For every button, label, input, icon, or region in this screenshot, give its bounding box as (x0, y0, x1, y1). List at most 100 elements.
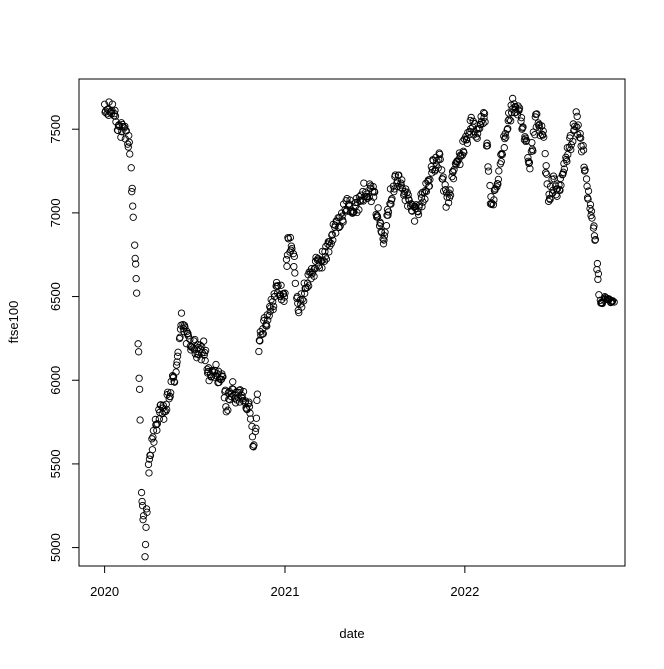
data-points (100, 94, 618, 561)
data-point (456, 160, 464, 169)
data-point (380, 232, 389, 240)
data-point (514, 102, 522, 110)
data-point (277, 281, 285, 289)
data-point (460, 148, 468, 157)
data-point (414, 208, 422, 216)
data-point (384, 208, 393, 216)
data-point (365, 193, 373, 201)
data-point (517, 114, 526, 122)
data-point (269, 302, 278, 311)
data-point (212, 360, 220, 369)
data-point (390, 187, 398, 196)
data-point (300, 297, 308, 305)
data-point (418, 202, 426, 211)
data-point (582, 175, 591, 183)
x-tick-label: 2020 (90, 584, 119, 599)
data-point (145, 469, 153, 477)
data-point (526, 165, 534, 173)
data-point (142, 523, 150, 531)
data-point (129, 213, 137, 221)
data-point (329, 236, 337, 244)
data-point (574, 121, 582, 129)
data-point (249, 442, 257, 450)
x-axis: 2020 2021 2022 (90, 565, 479, 599)
data-point (318, 264, 326, 272)
data-point (128, 184, 136, 193)
data-point (486, 181, 494, 190)
data-point (594, 275, 602, 284)
data-point (384, 211, 392, 219)
data-point (131, 254, 139, 263)
data-point (593, 259, 602, 268)
data-point (124, 143, 132, 151)
data-point (446, 186, 454, 194)
data-point (290, 262, 298, 271)
data-point (303, 283, 311, 292)
data-point (473, 134, 481, 142)
data-point (162, 400, 170, 409)
data-point (200, 351, 208, 359)
data-point (593, 265, 601, 274)
data-point (143, 508, 151, 516)
data-point (533, 110, 541, 118)
data-point (379, 240, 388, 248)
data-point (141, 553, 149, 561)
data-point (307, 264, 316, 273)
data-point (139, 516, 147, 524)
data-point (335, 223, 343, 232)
data-point (145, 455, 154, 463)
data-point (219, 373, 227, 381)
data-point (519, 123, 527, 131)
data-point (150, 438, 158, 446)
data-point (167, 389, 175, 397)
data-point (490, 196, 498, 204)
data-point (540, 133, 548, 141)
data-point (542, 162, 550, 170)
data-point (443, 193, 451, 201)
data-point (131, 241, 139, 249)
data-point (591, 235, 600, 244)
x-axis-title: date (339, 626, 364, 641)
data-point (463, 139, 471, 148)
data-point (173, 358, 181, 366)
data-point (563, 157, 571, 166)
data-point (388, 195, 396, 203)
data-point (253, 396, 261, 405)
data-point (281, 289, 289, 297)
data-point (128, 188, 136, 196)
data-point (111, 112, 120, 120)
data-point (245, 398, 253, 406)
data-point (543, 170, 551, 178)
data-point (132, 260, 140, 268)
data-point (467, 113, 475, 122)
data-point (398, 176, 406, 184)
data-point (201, 356, 209, 365)
data-point (567, 145, 575, 154)
data-point (452, 161, 460, 169)
data-point (484, 167, 493, 175)
data-point (291, 269, 299, 277)
x-tick-label: 2022 (450, 584, 479, 599)
data-point (186, 335, 194, 344)
data-point (505, 115, 513, 123)
data-point (287, 242, 296, 250)
data-point (489, 201, 498, 209)
data-point (581, 166, 589, 174)
data-point (166, 392, 174, 401)
data-point (569, 137, 577, 146)
data-point (609, 297, 617, 305)
y-tick-label: 6500 (48, 282, 63, 311)
data-point (125, 138, 133, 146)
data-point (374, 204, 382, 212)
data-point (559, 168, 568, 176)
data-point (560, 165, 569, 173)
data-point (475, 124, 484, 133)
data-point (258, 330, 266, 338)
data-point (472, 133, 480, 141)
data-point (483, 142, 492, 150)
data-point (434, 164, 442, 172)
data-point (367, 197, 375, 206)
data-point (284, 235, 293, 243)
